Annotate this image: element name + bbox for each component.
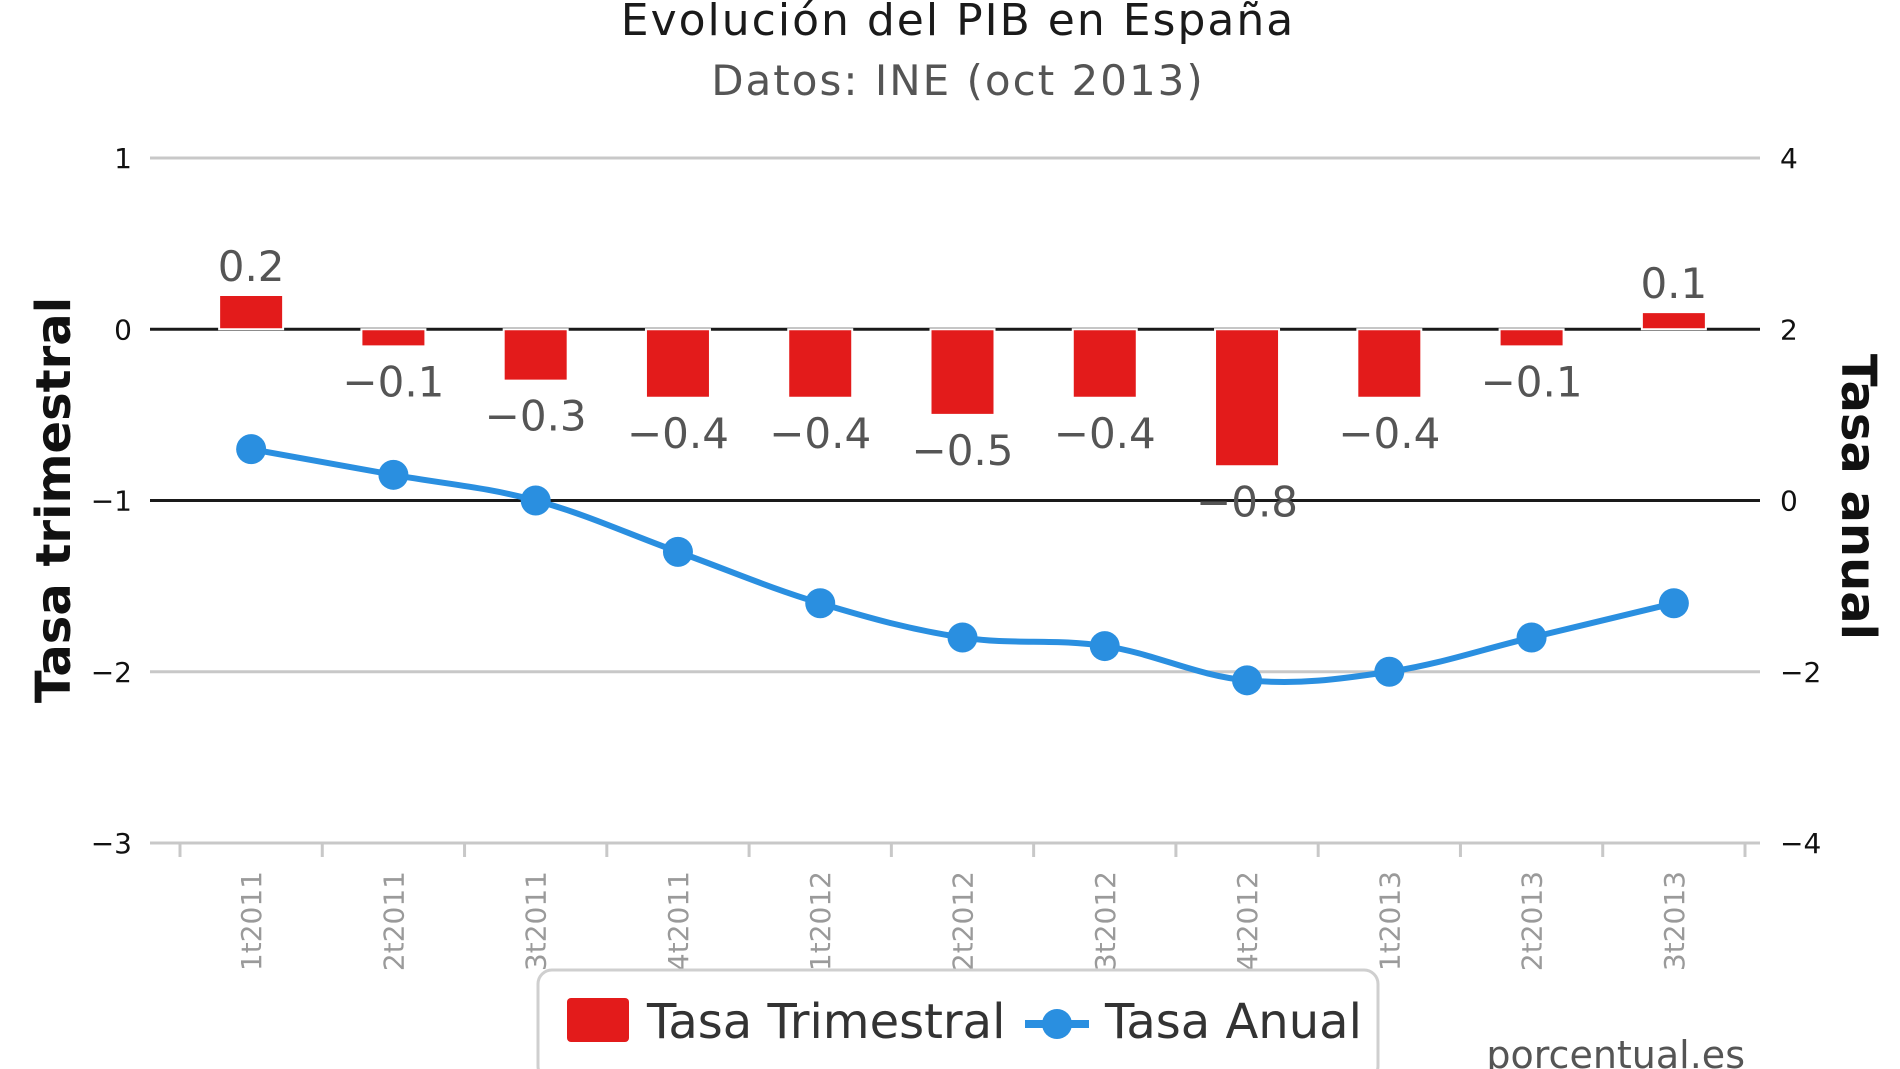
point-2t2011 [378, 459, 409, 490]
y-left-tick-label: −3 [91, 827, 132, 860]
credit-text: porcentual.es [1486, 1033, 1745, 1069]
x-tick-label: 2t2011 [377, 871, 410, 971]
x-tick-label: 2t2012 [947, 871, 980, 971]
y-left-tick-label: 0 [114, 313, 132, 346]
point-3t2011 [520, 485, 551, 516]
y-left-tick-label: −2 [91, 656, 132, 689]
chart-subtitle: Datos: INE (oct 2013) [711, 56, 1205, 105]
point-4t2011 [662, 536, 693, 567]
bar-1t2011 [218, 294, 285, 331]
bar-data-label: −0.1 [342, 357, 444, 406]
point-2t2012 [947, 622, 978, 653]
bar-2t2012 [929, 328, 996, 416]
bar-data-label: −0.4 [1338, 409, 1440, 458]
y-axis-right-title: Tasa anual [1830, 354, 1886, 640]
legend-label-tasa-trimestral: Tasa Trimestral [646, 994, 1005, 1050]
bar-data-label: −0.4 [627, 409, 729, 458]
grid-lines [150, 156, 1760, 845]
bar-data-label: −0.5 [912, 426, 1014, 475]
y-right-tick-label: −2 [1780, 656, 1821, 689]
bar-data-label: −0.4 [1054, 409, 1156, 458]
legend-label-tasa-anual: Tasa Anual [1104, 994, 1362, 1050]
bar-data-label: −0.1 [1481, 357, 1583, 406]
y-right-tick-label: −4 [1780, 827, 1821, 860]
bar-2t2013 [1498, 328, 1565, 348]
bar-3t2013 [1640, 311, 1707, 331]
legend-swatch-tasa-trimestral [567, 998, 629, 1042]
point-3t2012 [1089, 631, 1120, 662]
bar-data-label: −0.8 [1196, 477, 1298, 526]
y-left-tick-label: 1 [114, 142, 132, 175]
y-left-tick-label: −1 [91, 485, 132, 518]
y-right-tick-label: 0 [1780, 485, 1798, 518]
x-tick-label: 3t2012 [1089, 871, 1122, 971]
x-tick-label: 1t2013 [1373, 871, 1406, 971]
x-tick-label: 4t2012 [1231, 871, 1264, 971]
point-1t2012 [805, 588, 836, 619]
bar-3t2011 [502, 328, 569, 382]
bar-data-label: 0.1 [1640, 259, 1707, 308]
point-1t2011 [236, 434, 267, 465]
bar-1t2012 [787, 328, 854, 399]
bar-4t2011 [644, 328, 711, 399]
bar-2t2011 [360, 328, 427, 348]
chart-title: Evolución del PIB en España [621, 0, 1295, 46]
bar-1t2013 [1356, 328, 1423, 399]
bar-data-label: −0.4 [769, 409, 871, 458]
x-axis-ticks: 1t2011 2t2011 3t2011 4t2011 1t2012 2t2012 3t20… [178, 843, 1747, 971]
y-right-tick-label: 2 [1780, 313, 1798, 346]
series-tasa-trimestral [218, 294, 1707, 468]
legend: Tasa Trimestral Tasa Anual [536, 968, 1380, 1069]
legend-box [536, 968, 1380, 1069]
x-tick-label: 3t2013 [1658, 871, 1691, 971]
x-tick-label: 4t2011 [662, 871, 695, 971]
point-3t2013 [1658, 588, 1689, 619]
legend-swatch-tasa-anual-marker [1042, 1009, 1072, 1039]
y-axis-right-ticks: 4 2 0 −2 −4 [1780, 142, 1821, 860]
y-axis-left-ticks: 1 0 −1 −2 −3 [91, 142, 132, 860]
point-4t2012 [1232, 665, 1263, 696]
x-tick-label: 1t2012 [804, 871, 837, 971]
x-tick-label: 3t2011 [520, 871, 553, 971]
bar-data-label: −0.3 [485, 392, 587, 441]
y-axis-left-title: Tasa trimestral [26, 297, 82, 703]
bar-data-labels: 0.2 −0.1 −0.3 −0.4 −0.4 −0.5 −0.4 −0.8 −0.4 −0.1 0… [218, 242, 1708, 526]
bar-4t2012 [1214, 328, 1281, 468]
point-2t2013 [1516, 622, 1547, 653]
x-tick-label: 1t2011 [235, 871, 268, 971]
bar-3t2012 [1071, 328, 1138, 399]
bar-data-label: 0.2 [218, 242, 285, 291]
y-right-tick-label: 4 [1780, 142, 1798, 175]
point-1t2013 [1374, 656, 1405, 687]
series-tasa-anual [236, 434, 1689, 696]
x-tick-label: 2t2013 [1516, 871, 1549, 971]
